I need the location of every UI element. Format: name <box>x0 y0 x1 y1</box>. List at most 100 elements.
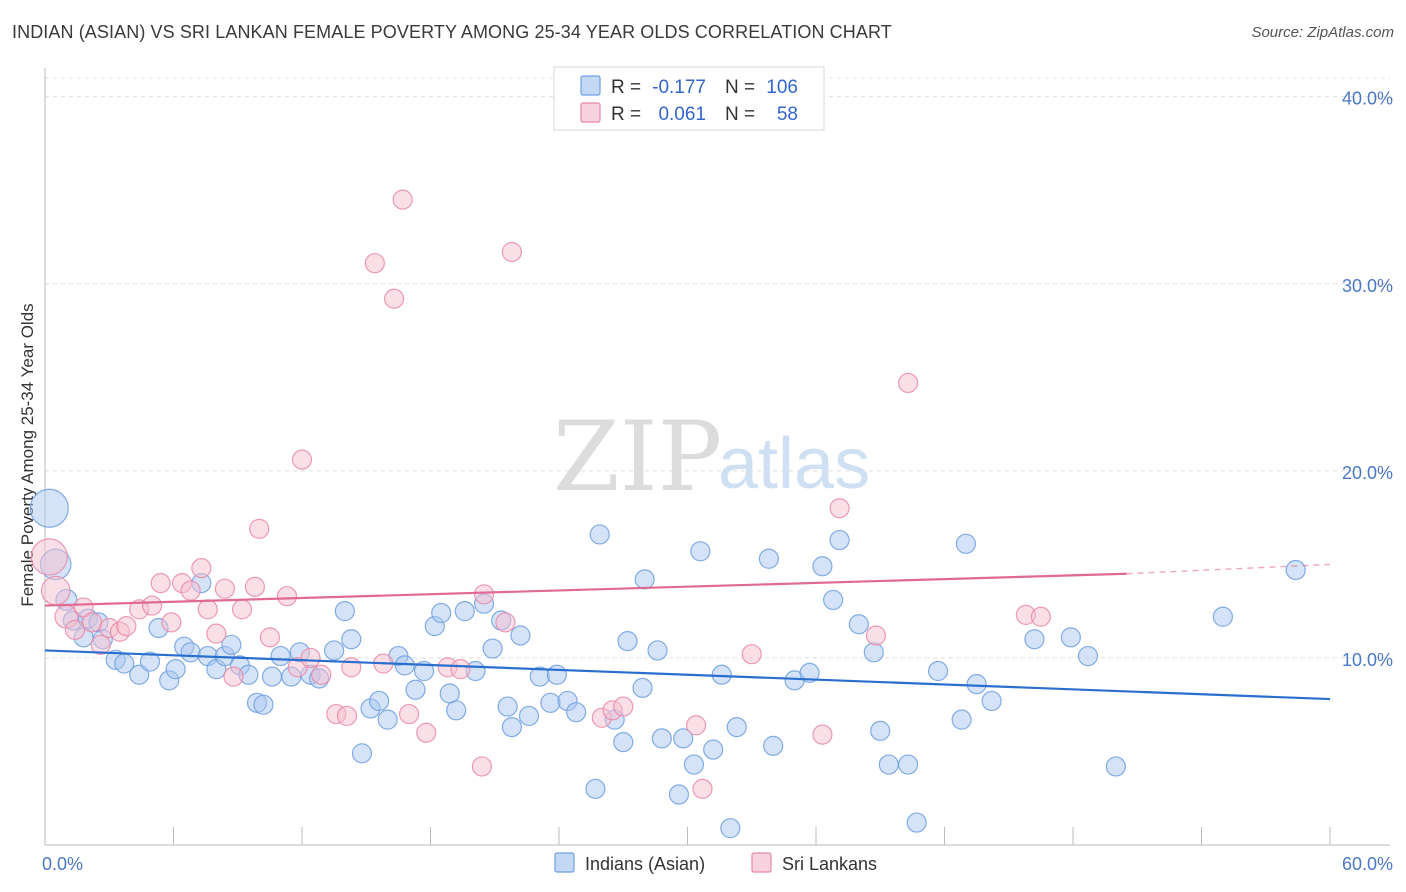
correlation-legend: R = -0.177 N = 106 R = 0.061 N = 58 <box>553 66 825 131</box>
srilankan-point <box>383 288 405 309</box>
indian-point <box>981 690 1002 712</box>
srilankan-point <box>214 578 235 599</box>
indian-point <box>139 651 161 672</box>
indian-point <box>870 720 891 741</box>
indian-point <box>1105 756 1126 777</box>
indian-point <box>377 709 398 730</box>
series-legend-label: Indians (Asian) <box>585 854 705 874</box>
x-tick-label: 0.0% <box>42 854 83 874</box>
indian-point <box>341 629 362 650</box>
indian-point <box>1060 627 1081 648</box>
srilankan-point <box>291 449 313 470</box>
indian-point <box>955 533 977 554</box>
srilankan-point <box>191 558 212 579</box>
srilankan-point <box>416 722 437 743</box>
srilankan-point <box>613 696 634 717</box>
indian-point <box>1285 559 1306 581</box>
indian-point <box>647 640 668 661</box>
series-srilankans-points <box>30 97 1051 799</box>
legend-n-label: N = <box>725 77 755 98</box>
indian-point <box>270 645 291 667</box>
srilankan-point <box>161 612 182 633</box>
indian-point <box>673 728 694 749</box>
indian-point <box>906 812 927 833</box>
indian-point <box>351 743 373 764</box>
legend-r-label: R = <box>611 104 641 125</box>
srilankan-point <box>865 625 887 646</box>
indian-point <box>29 488 69 528</box>
srilankan-point <box>685 715 707 736</box>
srilankan-point <box>276 586 298 607</box>
source-label: Source: ZipAtlas.com <box>1251 24 1394 41</box>
legend-n-value: 58 <box>777 104 798 125</box>
indian-point <box>726 717 747 738</box>
legend-swatch-pink <box>580 102 601 123</box>
srilankan-point <box>141 595 163 616</box>
indian-point <box>703 739 724 760</box>
srilankan-point <box>197 599 218 620</box>
srilankan-point <box>692 778 713 799</box>
series-legend: Indians (Asian) Sri Lankans <box>554 852 877 874</box>
indian-point <box>334 601 355 622</box>
indian-point <box>454 601 475 622</box>
srilankan-point <box>249 518 270 539</box>
indian-point <box>720 818 741 839</box>
indian-point <box>413 660 435 682</box>
indian-point <box>253 694 274 715</box>
legend-r-value: -0.177 <box>652 77 706 98</box>
trend-lines <box>44 563 1331 701</box>
srilankan-point <box>259 627 280 648</box>
srilankan-point <box>741 644 762 665</box>
indian-point <box>878 754 899 775</box>
indian-point <box>848 614 869 635</box>
srilankan-point <box>392 189 413 210</box>
srilankan-point <box>364 253 385 274</box>
indian-point <box>799 662 820 683</box>
srilankan-point <box>897 372 919 394</box>
indian-point <box>863 642 884 663</box>
srilankan-point <box>450 659 471 680</box>
indian-point <box>439 683 460 704</box>
indian-trend-line <box>44 649 1331 701</box>
srilankan-point <box>82 612 103 633</box>
indian-point <box>823 589 844 611</box>
legend-r-label: R = <box>611 77 641 98</box>
srilankan-point <box>495 612 516 633</box>
legend-n-label: N = <box>725 104 755 125</box>
legend-n-value: 106 <box>766 77 798 98</box>
indian-point <box>763 735 784 756</box>
indian-point <box>589 524 610 545</box>
srilankan-point <box>231 599 253 620</box>
indian-point <box>690 541 711 562</box>
indian-point <box>446 700 467 721</box>
indian-point <box>1077 645 1099 667</box>
indian-point <box>1024 629 1045 650</box>
indian-point <box>651 728 672 749</box>
srilankan-point <box>90 634 111 655</box>
chart-title: INDIAN (ASIAN) VS SRI LANKAN FEMALE POVE… <box>12 22 892 42</box>
y-tick-label: 40.0% <box>1342 89 1393 109</box>
srilankan-point <box>812 724 833 745</box>
y-tick-label: 30.0% <box>1342 276 1393 296</box>
series-legend-swatch-pink <box>751 852 772 873</box>
srilankan-trend-line <box>44 572 1127 607</box>
srilankan-point <box>180 580 201 601</box>
indian-point <box>369 690 390 712</box>
legend-swatch-blue <box>580 75 601 96</box>
indian-point <box>1212 606 1234 627</box>
indian-point <box>497 696 518 717</box>
indian-point <box>632 677 653 698</box>
indian-point <box>518 705 540 727</box>
srilankan-point <box>73 597 94 618</box>
indian-point <box>966 674 987 695</box>
watermark-zip: ZIP <box>553 401 722 513</box>
srilankan-point <box>336 705 358 727</box>
indian-point <box>829 529 850 551</box>
srilankan-point <box>150 572 171 594</box>
indian-point <box>180 642 201 663</box>
indian-point <box>510 625 531 646</box>
srilankan-point <box>30 538 68 576</box>
indian-point <box>261 666 283 687</box>
axes <box>44 68 1390 846</box>
